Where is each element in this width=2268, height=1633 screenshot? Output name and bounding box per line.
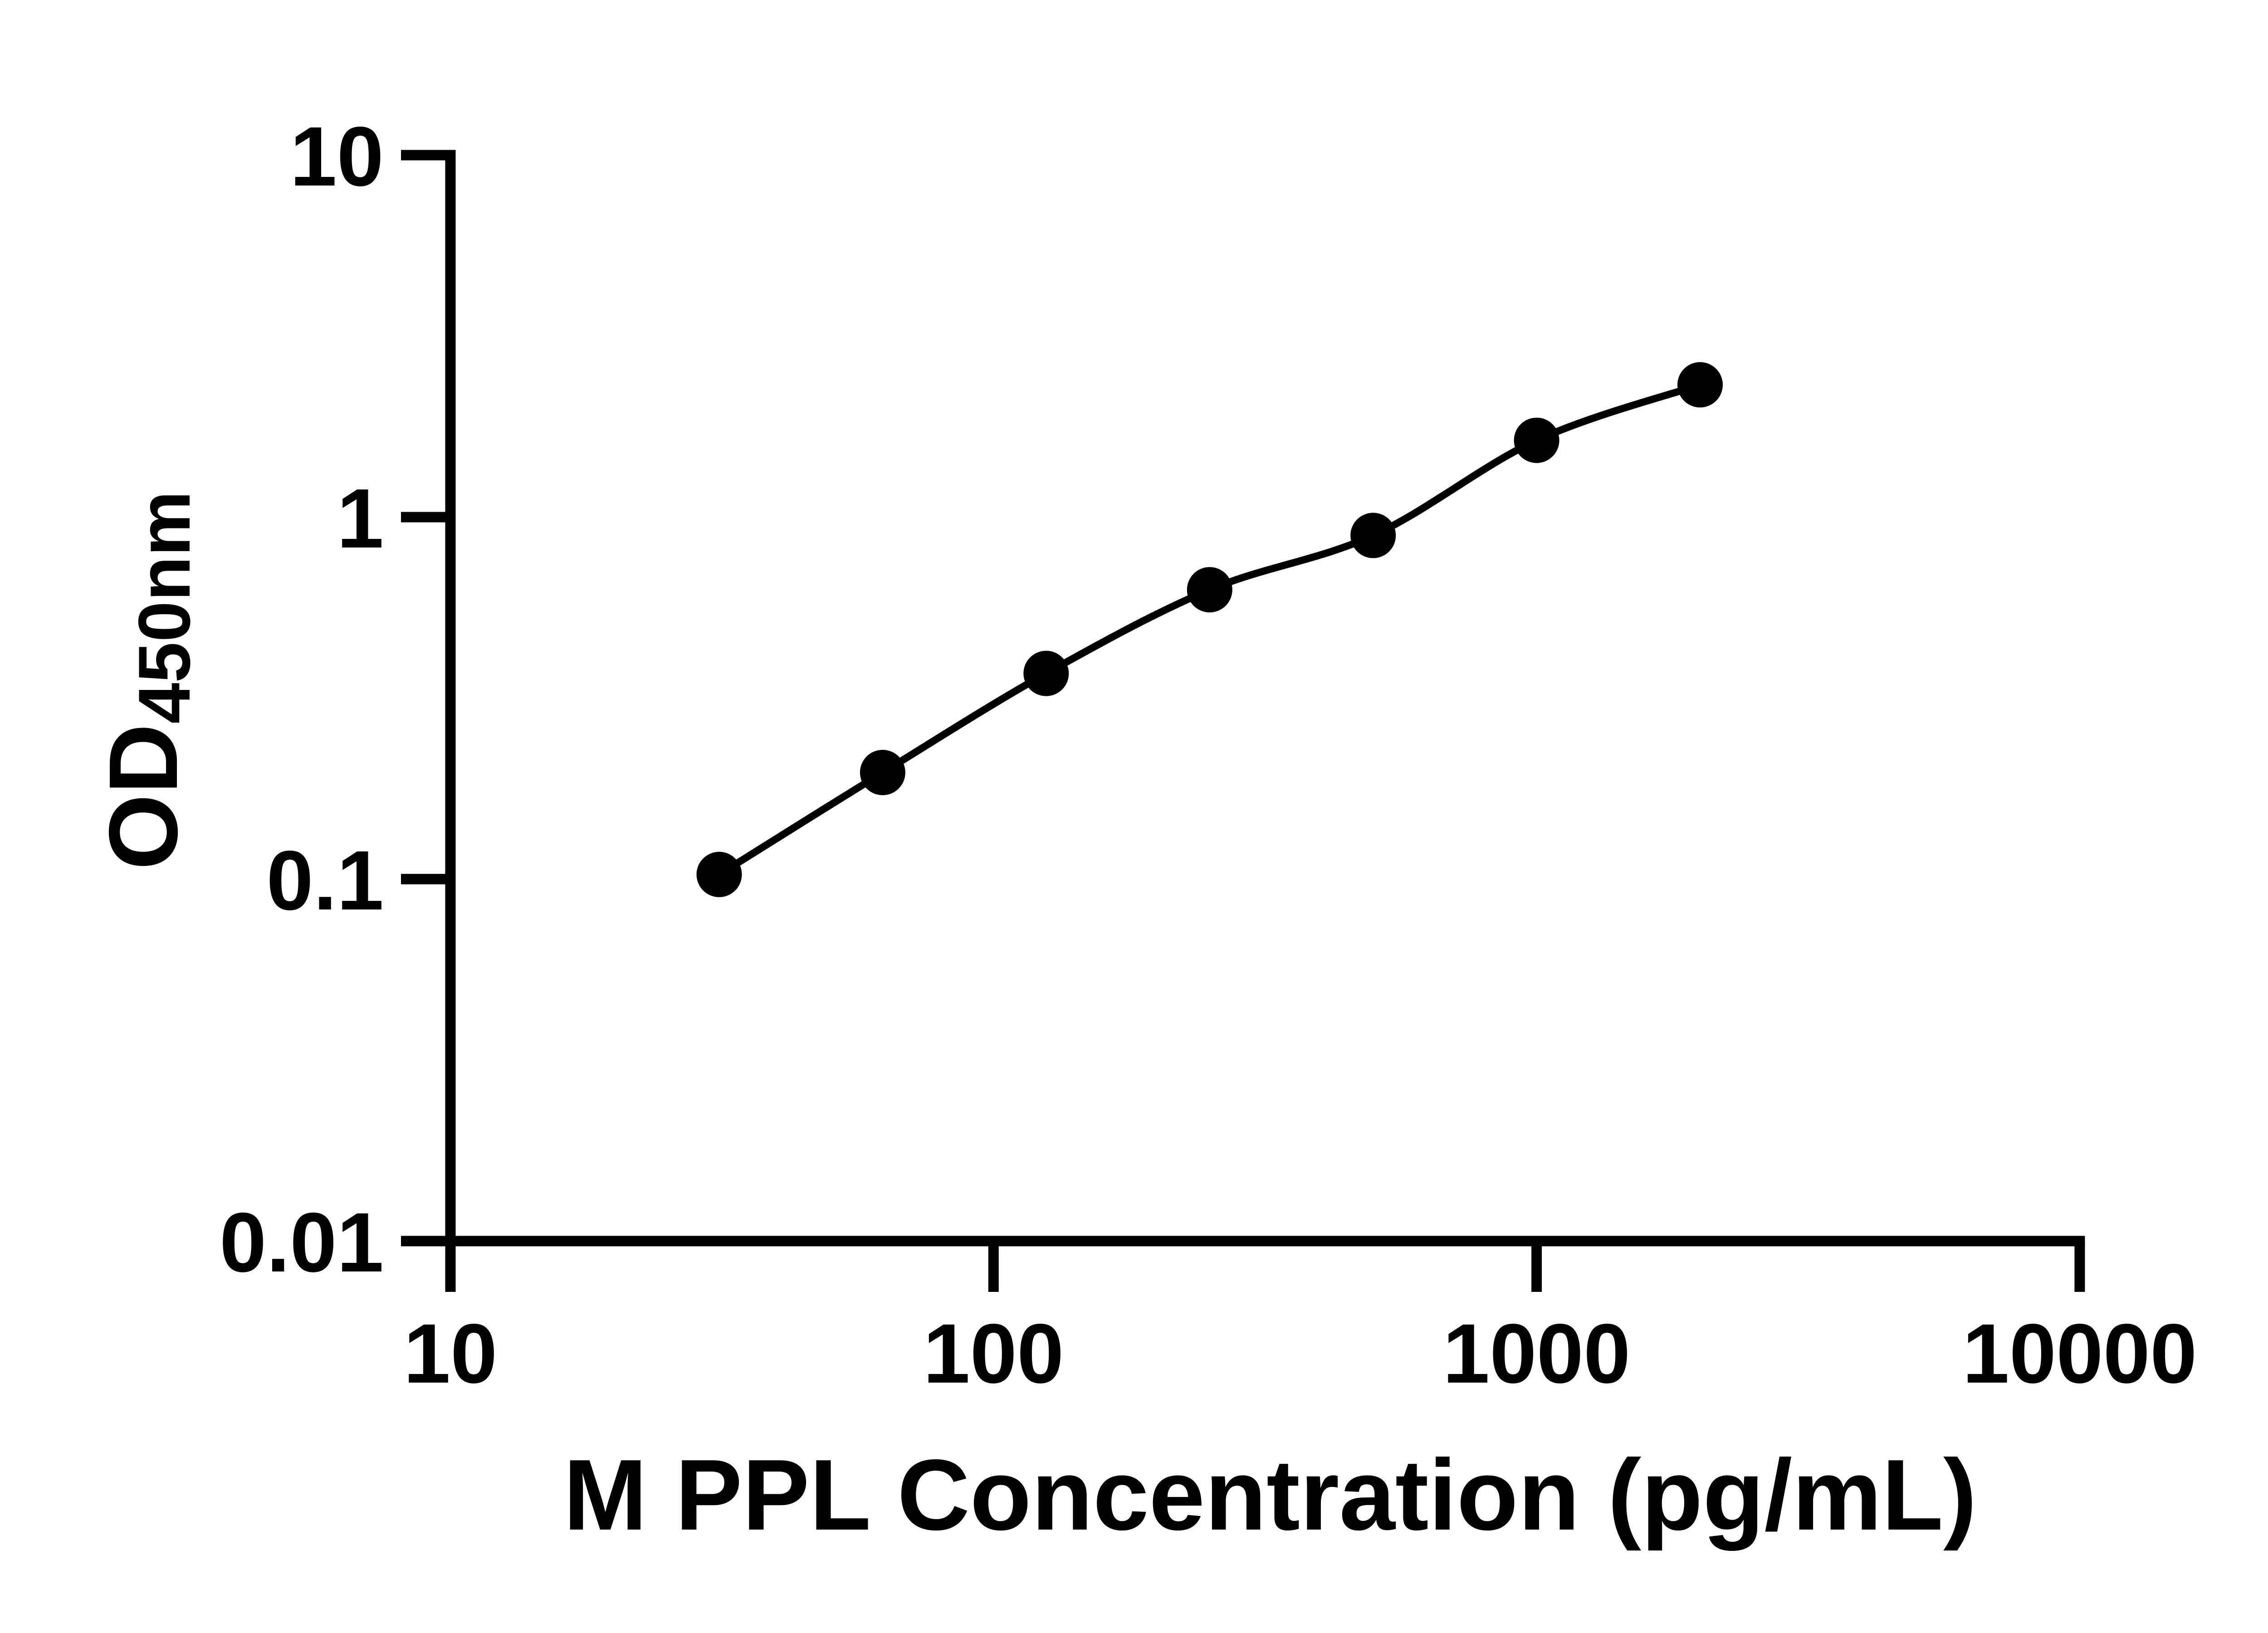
svg-text:OD450nm: OD450nm	[88, 491, 205, 870]
data-points	[696, 362, 1723, 897]
y-tick-label: 1	[337, 472, 384, 566]
y-axis-title: OD450nm	[88, 491, 205, 870]
standard-curve-line	[715, 381, 1704, 878]
x-tick-label: 100	[923, 1307, 1064, 1401]
y-axis-title-main: OD	[88, 724, 198, 870]
data-point-marker	[1187, 567, 1232, 613]
y-tick-label: 0.01	[220, 1196, 384, 1290]
data-point-marker	[860, 750, 905, 795]
axis-ticks	[401, 150, 2085, 1292]
y-tick-label: 10	[290, 110, 384, 204]
data-point-marker	[1514, 417, 1559, 463]
x-axis-title: M PPL Concentration (pg/mL)	[563, 1439, 1977, 1551]
x-tick-label: 10	[404, 1307, 498, 1401]
x-tick-label: 10000	[1962, 1307, 2197, 1401]
y-axis-title-subscript: 450nm	[123, 491, 205, 724]
y-tick-label: 0.1	[266, 834, 384, 928]
data-point-marker	[696, 851, 742, 897]
axes	[445, 150, 2085, 1247]
data-point-marker	[1350, 513, 1396, 558]
data-point-marker	[1023, 650, 1069, 696]
x-tick-label: 1000	[1443, 1307, 1631, 1401]
data-point-marker	[1677, 362, 1723, 408]
